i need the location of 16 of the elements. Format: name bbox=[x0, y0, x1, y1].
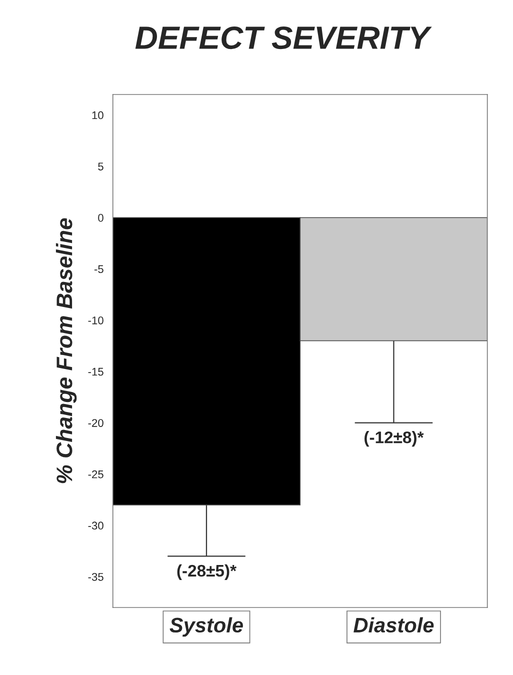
y-tick-label: -15 bbox=[88, 368, 104, 376]
y-tick-label: -5 bbox=[94, 265, 104, 274]
annotation: (-12±8)* bbox=[364, 431, 424, 447]
x-tick-label: Diastole bbox=[354, 617, 434, 633]
y-tick-label: -20 bbox=[88, 419, 104, 427]
y-axis-title: % Change From Baseline bbox=[56, 218, 77, 484]
y-tick-label: -10 bbox=[88, 316, 104, 324]
y-tick-label: 10 bbox=[92, 111, 104, 120]
y-tick-label: -35 bbox=[88, 572, 104, 581]
y-tick-label: 5 bbox=[98, 162, 104, 170]
annotation: (-28±5)* bbox=[177, 564, 237, 580]
y-tick-label: -30 bbox=[88, 522, 104, 530]
y-tick-label: -25 bbox=[88, 470, 104, 478]
chart-title: DEFECT SEVERITY bbox=[135, 26, 432, 50]
y-tick-label: 0 bbox=[98, 214, 104, 222]
x-tick-label: Systole bbox=[170, 617, 243, 637]
